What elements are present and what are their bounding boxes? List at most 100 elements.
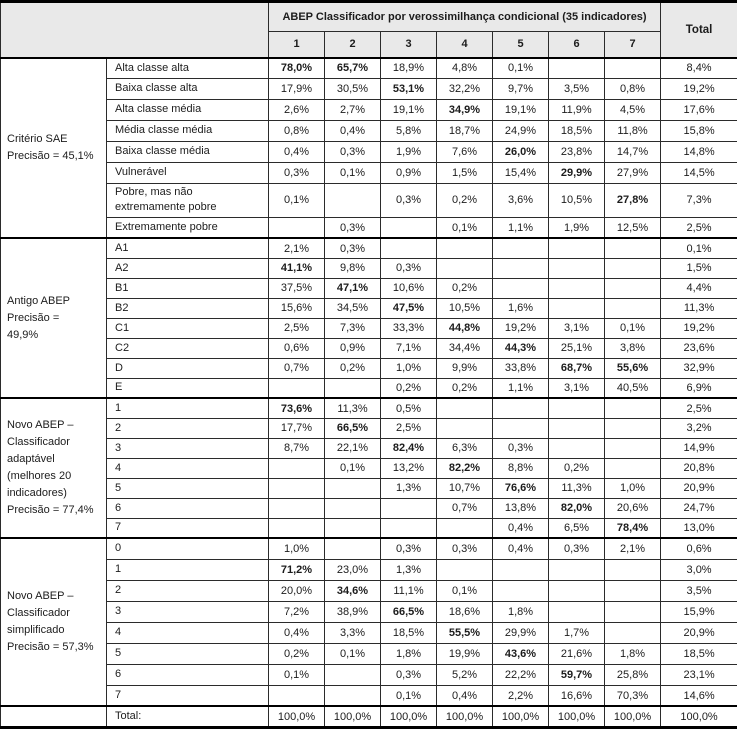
group-label-empty — [0, 705, 107, 728]
group-label: Critério SAE Precisão = 45,1% — [0, 56, 107, 239]
table-row: 1 71,2% 23,0% 1,3% 3,0% — [1, 558, 737, 581]
table-row: 3 8,7% 22,1% 82,4% 6,3% 0,3% 14,9% — [1, 437, 737, 459]
data-cell — [548, 397, 605, 419]
data-cell: 27,9% — [603, 162, 662, 184]
col-header-1: 1 — [268, 31, 325, 59]
data-cell — [548, 437, 605, 459]
data-cell: 21,6% — [548, 642, 605, 665]
col-header-7: 7 — [603, 31, 662, 59]
data-cell: 53,1% — [380, 78, 437, 100]
data-cell: 33,8% — [492, 357, 549, 379]
row-total-cell: 7,3% — [660, 183, 737, 218]
data-cell: 30,5% — [324, 78, 381, 100]
col-header-2: 2 — [324, 31, 381, 59]
data-cell: 24,9% — [492, 120, 549, 142]
total-column-header: Total — [660, 1, 737, 58]
row-label: Alta classe alta — [106, 56, 269, 79]
row-total-cell: 15,9% — [660, 600, 737, 623]
data-cell — [268, 216, 325, 239]
data-cell: 8,7% — [268, 437, 325, 459]
data-cell: 82,2% — [436, 457, 493, 479]
row-total-cell: 14,8% — [660, 141, 737, 163]
data-cell: 18,6% — [436, 600, 493, 623]
row-label: 2 — [106, 417, 269, 439]
data-cell — [268, 684, 325, 707]
data-cell: 25,8% — [603, 663, 662, 686]
row-total-cell: 19,2% — [660, 78, 737, 100]
row-total-cell: 6,9% — [660, 377, 737, 399]
row-total-cell: 11,3% — [660, 297, 737, 319]
data-cell — [324, 183, 381, 218]
row-total-cell: 14,5% — [660, 162, 737, 184]
row-label: C1 — [106, 317, 269, 339]
data-cell: 1,8% — [492, 600, 549, 623]
data-cell: 0,3% — [380, 183, 437, 218]
data-cell: 0,1% — [492, 56, 549, 79]
data-cell: 15,4% — [492, 162, 549, 184]
table-row: B1 37,5% 47,1% 10,6% 0,2% 4,4% — [1, 277, 737, 299]
data-cell — [324, 477, 381, 499]
data-cell: 38,9% — [324, 600, 381, 623]
row-total-cell: 20,8% — [660, 457, 737, 479]
row-label: 0 — [106, 537, 269, 560]
data-cell: 82,0% — [548, 497, 605, 519]
data-cell: 1,0% — [380, 357, 437, 379]
row-label: 1 — [106, 397, 269, 419]
data-cell — [603, 437, 662, 459]
data-cell — [603, 558, 662, 581]
row-label: A1 — [106, 237, 269, 259]
row-total-cell: 20,9% — [660, 477, 737, 499]
data-cell: 1,0% — [603, 477, 662, 499]
total-row: Total: 100,0% 100,0% 100,0% 100,0% 100,0% 100,… — [0, 705, 737, 728]
data-cell: 11,1% — [380, 579, 437, 602]
total-row-cell: 100,0% — [436, 705, 493, 728]
row-label: E — [106, 377, 269, 399]
total-row-cell: 100,0% — [324, 705, 381, 728]
table-row: Novo ABEP – Classificador adaptável (mel… — [0, 397, 737, 539]
row-total-cell: 17,6% — [660, 99, 737, 121]
data-cell — [603, 417, 662, 439]
data-cell — [492, 257, 549, 279]
table-row: Critério SAE Precisão = 45,1% Alta classe… — [0, 56, 737, 239]
row-label: Baixa classe média — [106, 141, 269, 163]
row-label: Alta classe média — [106, 99, 269, 121]
data-cell: 66,5% — [324, 417, 381, 439]
data-cell: 26,0% — [492, 141, 549, 163]
row-total-cell: 4,4% — [660, 277, 737, 299]
data-cell: 13,8% — [492, 497, 549, 519]
data-cell: 10,5% — [548, 183, 605, 218]
data-cell — [324, 684, 381, 707]
table-row: Novo ABEP – Classificador simplificado P… — [0, 537, 737, 707]
table-row: 2 17,7% 66,5% 2,5% 3,2% — [1, 417, 737, 439]
data-cell: 70,3% — [603, 684, 662, 707]
data-cell: 1,3% — [380, 477, 437, 499]
row-total-cell: 8,4% — [660, 56, 737, 79]
group-label: Novo ABEP – Classificador simplificado P… — [0, 537, 107, 707]
table-row: 6 0,7% 13,8% 82,0% 20,6% 24,7% — [1, 497, 737, 519]
table-row: E 0,2% 0,2% 1,1% 3,1% 40,5% 6,9% — [1, 377, 737, 399]
data-cell: 17,7% — [268, 417, 325, 439]
data-cell: 0,3% — [324, 216, 381, 239]
row-label: Extremamente pobre — [106, 216, 269, 239]
data-cell: 2,1% — [603, 537, 662, 560]
data-cell: 68,7% — [548, 357, 605, 379]
data-cell: 0,1% — [268, 663, 325, 686]
data-cell: 0,1% — [324, 457, 381, 479]
data-cell: 0,3% — [492, 437, 549, 459]
total-row-label: Total: — [106, 705, 269, 728]
data-cell — [436, 558, 493, 581]
data-cell — [324, 663, 381, 686]
data-cell: 2,1% — [268, 237, 325, 259]
table-row: D 0,7% 0,2% 1,0% 9,9% 33,8% 68,7% 55,6% 32,9% — [1, 357, 737, 379]
row-label: 4 — [106, 621, 269, 644]
header-columns-row: 1 2 3 4 5 6 7 — [1, 31, 737, 59]
data-cell: 7,2% — [268, 600, 325, 623]
data-cell: 2,5% — [380, 417, 437, 439]
data-cell: 10,5% — [436, 297, 493, 319]
data-cell — [548, 558, 605, 581]
data-cell: 25,1% — [548, 337, 605, 359]
data-cell: 0,5% — [380, 397, 437, 419]
data-cell — [324, 377, 381, 399]
data-cell: 10,7% — [436, 477, 493, 499]
row-total-cell: 14,6% — [660, 684, 737, 707]
